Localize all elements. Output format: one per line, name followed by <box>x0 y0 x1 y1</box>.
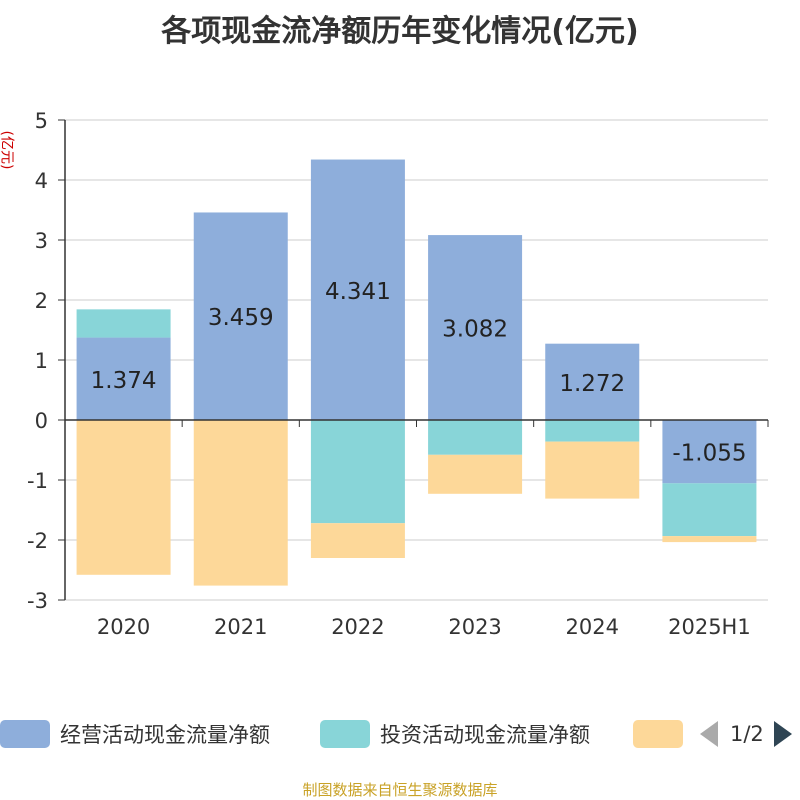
bar-series2-2025H1 <box>662 536 757 543</box>
bar-series1-2020 <box>76 309 171 338</box>
y-tick-label: -1 <box>27 469 48 493</box>
bar-series1-2024 <box>545 420 640 442</box>
bar-series1-2023 <box>428 420 523 455</box>
chart-title: 各项现金流净额历年变化情况(亿元) <box>161 14 639 49</box>
legend-item-investing[interactable]: 投资活动现金流量净额 <box>320 716 590 752</box>
legend-pager: 1/2 <box>700 716 792 752</box>
x-category-label: 2020 <box>97 615 150 639</box>
legend-page-indicator: 1/2 <box>730 722 764 746</box>
bar-data-label: 3.459 <box>208 305 274 331</box>
bar-series0-2023 <box>428 235 523 420</box>
bar-series1-2025H1 <box>662 483 757 537</box>
y-tick-label: 4 <box>35 169 48 193</box>
bar-data-label: 4.341 <box>325 279 391 305</box>
bar-data-label: 1.374 <box>91 368 157 394</box>
bar-series2-2020 <box>76 420 171 575</box>
bar-data-label: -1.055 <box>672 441 746 467</box>
bar-series2-2021 <box>193 420 288 586</box>
y-tick-label: 3 <box>35 229 48 253</box>
legend-next-page-icon[interactable] <box>773 721 792 747</box>
x-category-label: 2023 <box>448 615 501 639</box>
x-category-label: 2024 <box>566 615 619 639</box>
legend-swatch-investing <box>320 720 370 748</box>
legend-prev-page-icon[interactable] <box>700 721 718 747</box>
y-tick-label: 5 <box>35 109 48 133</box>
legend-item-operating[interactable]: 经营活动现金流量净额 <box>0 716 270 752</box>
bar-series1-2022 <box>310 420 405 524</box>
bar-series2-2024 <box>545 441 640 499</box>
y-tick-label: 2 <box>35 289 48 313</box>
bar-series0-2020 <box>76 337 171 420</box>
bar-series0-2025H1 <box>662 420 757 484</box>
x-category-label: 2022 <box>331 615 384 639</box>
y-tick-label: -3 <box>27 589 48 613</box>
y-tick-label: 1 <box>35 349 48 373</box>
bar-series2-2023 <box>428 454 523 494</box>
bar-data-label: 1.272 <box>559 371 625 397</box>
bar-data-label: 3.082 <box>442 317 508 343</box>
chart-legend: 经营活动现金流量净额 投资活动现金流量净额 1/2 <box>0 716 800 752</box>
legend-item-financing[interactable] <box>633 716 693 752</box>
x-category-label: 2025H1 <box>668 615 751 639</box>
data-source-footer: 制图数据来自恒生聚源数据库 <box>302 781 498 799</box>
bar-series0-2022 <box>310 159 405 421</box>
y-tick-label: -2 <box>27 529 48 553</box>
legend-label-operating: 经营活动现金流量净额 <box>60 723 270 747</box>
bar-series0-2021 <box>193 212 288 420</box>
x-category-label: 2021 <box>214 615 267 639</box>
bar-series2-2022 <box>310 523 405 558</box>
y-tick-label: 0 <box>35 409 48 433</box>
legend-swatch-financing <box>633 720 683 748</box>
bar-series0-2024 <box>545 343 640 420</box>
bar-chart: 5 4 3 2 1 0 -1 -2 -3 1.374 3.459 4.341 3.082 1.272 -1.… <box>27 109 769 639</box>
legend-label-investing: 投资活动现金流量净额 <box>380 723 590 747</box>
legend-swatch-operating <box>0 720 50 748</box>
